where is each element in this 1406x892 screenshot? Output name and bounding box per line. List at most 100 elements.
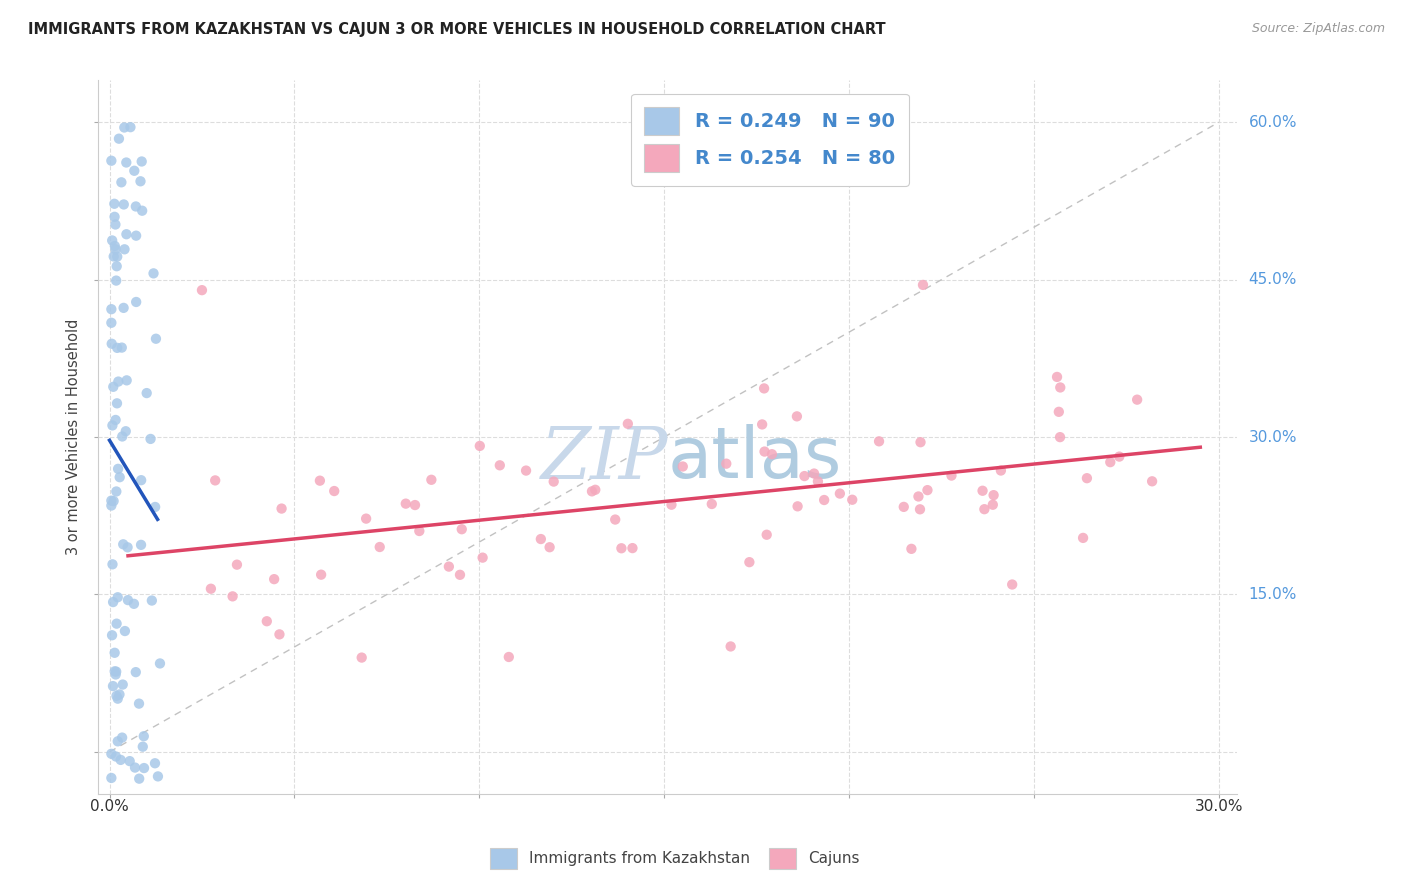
Point [1049,430,1071,444]
Point [973,502,995,516]
Text: IMMIGRANTS FROM KAZAKHSTAN VS CAJUN 3 OR MORE VEHICLES IN HOUSEHOLD CORRELATION : IMMIGRANTS FROM KAZAKHSTAN VS CAJUN 3 OR… [28,22,886,37]
Point [893,500,915,514]
Point [910,435,932,450]
Point [111,677,134,691]
Point [103,250,125,264]
Point [605,512,627,526]
Point [118,754,141,768]
Point [125,199,148,213]
Point [128,772,150,786]
Point [917,483,939,497]
Point [101,558,124,572]
Point [101,628,124,642]
Point [105,616,128,631]
Point [368,540,391,554]
Point [813,493,835,508]
Point [617,417,640,431]
Point [538,540,561,554]
Point [120,120,142,135]
Text: 30.0%: 30.0% [1195,799,1243,814]
Point [105,396,128,410]
Point [1001,577,1024,591]
Point [761,447,783,461]
Point [661,498,683,512]
Text: 60.0%: 60.0% [1249,115,1298,129]
Point [108,131,131,145]
Point [498,650,520,665]
Point [621,541,644,555]
Point [103,196,125,211]
Point [263,572,285,586]
Point [149,657,172,671]
Point [115,373,138,387]
Text: 45.0%: 45.0% [1249,272,1298,287]
Point [908,502,931,516]
Point [395,497,418,511]
Point [543,475,565,489]
Point [105,484,128,499]
Point [135,386,157,401]
Point [1126,392,1149,407]
Point [450,522,472,536]
Point [143,756,166,771]
Point [420,473,443,487]
Point [124,761,146,775]
Point [828,486,851,500]
Legend: R = 0.249   N = 90, R = 0.254   N = 80: R = 0.249 N = 90, R = 0.254 N = 80 [631,94,908,186]
Point [900,541,922,556]
Point [100,302,122,317]
Point [581,484,603,499]
Point [1049,380,1071,394]
Point [256,614,278,628]
Point [125,665,148,680]
Point [124,163,146,178]
Point [807,475,830,489]
Point [122,597,145,611]
Point [132,739,155,754]
Point [990,463,1012,477]
Legend: Immigrants from Kazakhstan, Cajuns: Immigrants from Kazakhstan, Cajuns [484,841,866,875]
Point [114,424,136,438]
Point [105,341,128,355]
Point [132,729,155,743]
Point [786,500,808,514]
Point [101,418,124,433]
Point [105,274,128,288]
Point [468,439,491,453]
Point [114,242,136,256]
Point [105,250,128,264]
Point [1071,531,1094,545]
Point [103,210,125,224]
Point [1108,450,1130,464]
Point [200,582,222,596]
Text: 15.0%: 15.0% [1249,587,1298,602]
Text: ZIP: ZIP [540,423,668,494]
Point [751,417,773,432]
Point [323,483,346,498]
Point [354,511,377,525]
Point [104,749,127,764]
Point [972,483,994,498]
Point [269,627,291,641]
Point [111,341,134,355]
Point [110,175,132,189]
Point [204,474,226,488]
Point [100,316,122,330]
Point [112,301,135,315]
Point [117,593,139,607]
Point [114,624,136,638]
Point [129,538,152,552]
Text: 30.0%: 30.0% [1249,430,1298,444]
Point [610,541,633,556]
Point [104,646,127,660]
Point [738,555,761,569]
Point [104,242,127,256]
Point [107,591,129,605]
Point [309,567,332,582]
Point [1140,475,1163,489]
Point [720,640,742,654]
Point [100,336,122,351]
Point [100,499,122,513]
Point [107,734,129,748]
Point [103,494,125,508]
